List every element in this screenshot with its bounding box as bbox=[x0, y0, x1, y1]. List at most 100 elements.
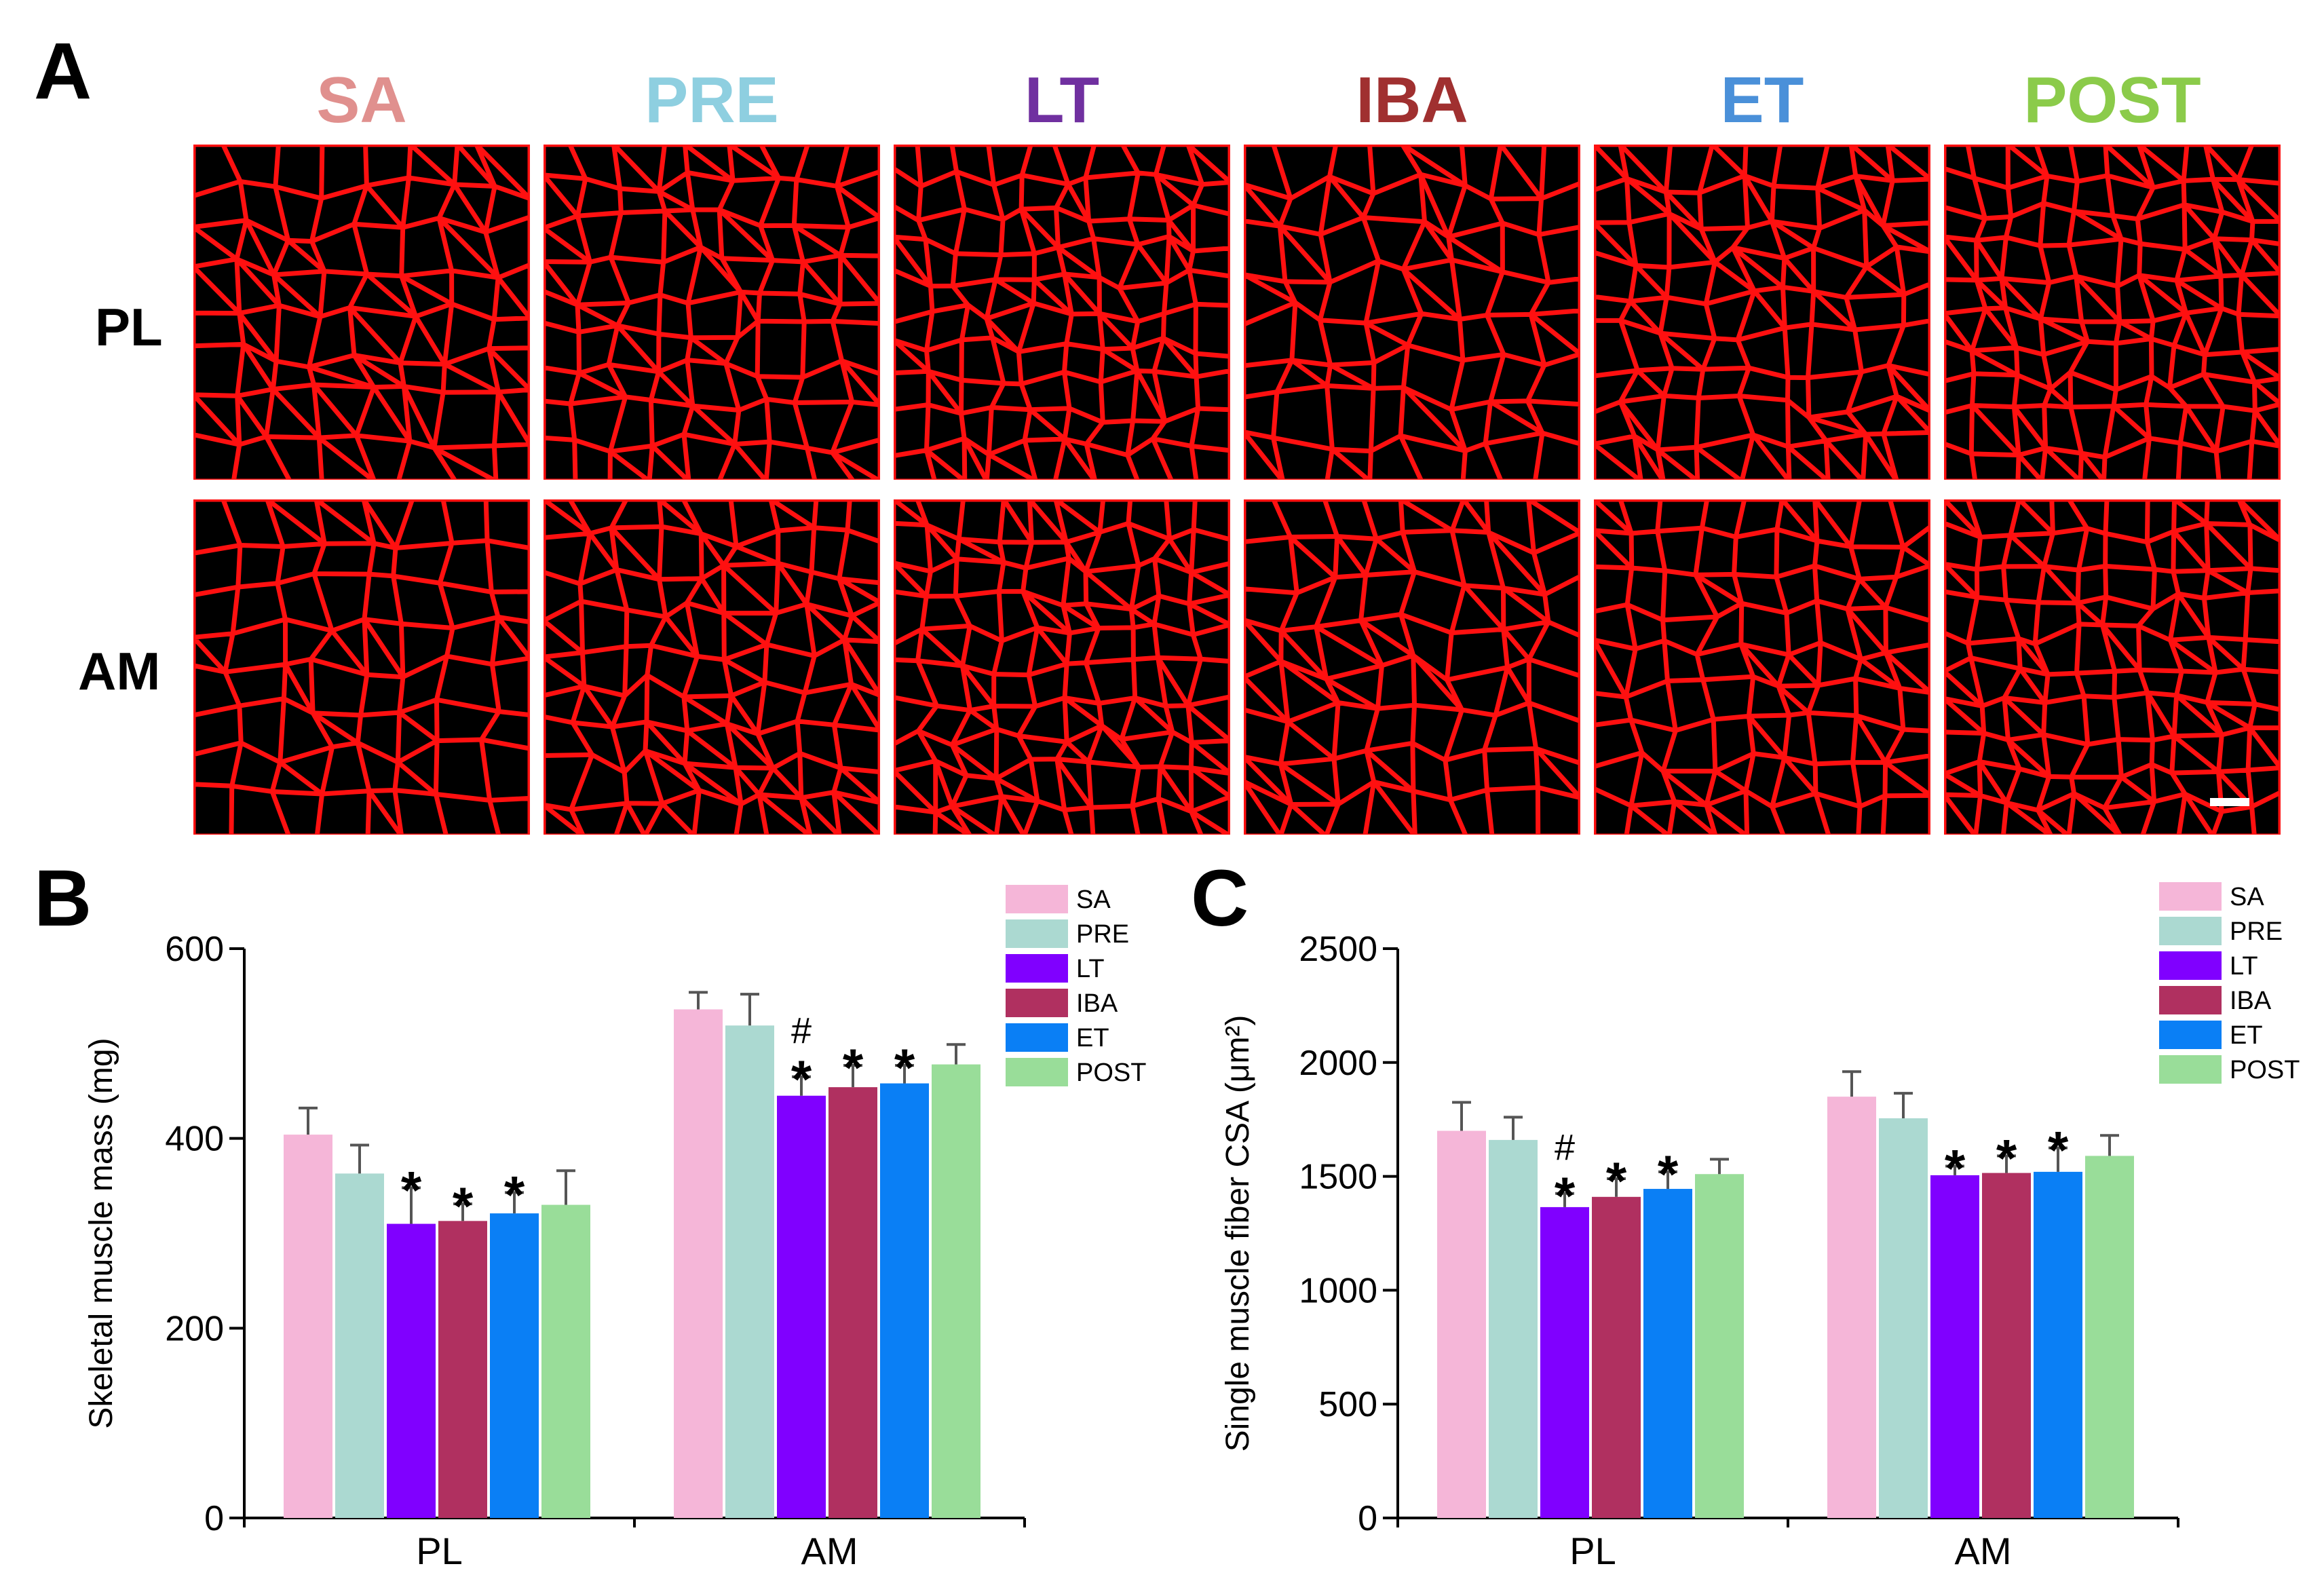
bar-pl-et bbox=[490, 1213, 539, 1518]
cell-membrane-stain bbox=[1944, 145, 2281, 480]
chart-panel-c: 0 500 1000 1500 2000 2500 Single muscle fiber … bbox=[1220, 882, 2300, 1572]
micrograph-cells bbox=[544, 499, 880, 835]
legend-label-pre: PRE bbox=[2230, 917, 2283, 946]
y-tick-label: 1000 bbox=[1299, 1271, 1377, 1310]
x-category-label: AM bbox=[801, 1530, 858, 1572]
row-label-am: AM bbox=[78, 641, 161, 701]
micrograph-am-post bbox=[1944, 499, 2281, 835]
bar-pl-et bbox=[1643, 1189, 1692, 1518]
group-label-iba: IBA bbox=[1356, 64, 1468, 136]
row-label-pl: PL bbox=[95, 297, 163, 357]
cell-membrane-stain bbox=[1594, 145, 1930, 480]
micrograph-am-lt bbox=[894, 499, 1230, 835]
legend-label-lt: LT bbox=[1076, 955, 1105, 983]
x-category-label: PL bbox=[1569, 1530, 1616, 1572]
y-tick-label: 200 bbox=[165, 1309, 224, 1348]
cell-membrane-stain bbox=[894, 499, 1230, 835]
group-label-sa: SA bbox=[316, 64, 407, 136]
cell-membrane-stain bbox=[1594, 499, 1930, 835]
legend-label-post: POST bbox=[1076, 1059, 1146, 1087]
significance-marker: * bbox=[453, 1176, 474, 1236]
micrograph-am-iba bbox=[1244, 499, 1580, 835]
y-axis-label: Skeletal muscle mass (mg) bbox=[83, 1038, 119, 1428]
group-label-et: ET bbox=[1720, 64, 1804, 136]
micrograph-am-pre bbox=[544, 499, 880, 835]
panel-b-letter: B bbox=[34, 854, 92, 943]
legend-swatch-iba bbox=[2159, 986, 2222, 1014]
micrograph-pl-lt bbox=[894, 145, 1230, 480]
legend-swatch-post bbox=[2159, 1055, 2222, 1084]
bar-am-lt bbox=[1930, 1175, 1979, 1518]
cell-membrane-stain bbox=[544, 145, 880, 480]
y-tick-label: 1500 bbox=[1299, 1158, 1377, 1197]
significance-marker: * bbox=[843, 1038, 864, 1097]
cell-membrane-stain bbox=[193, 499, 530, 835]
legend-label-sa: SA bbox=[2230, 883, 2264, 911]
legend-label-pre: PRE bbox=[1076, 920, 1129, 949]
bar-pl-pre bbox=[335, 1173, 384, 1518]
y-tick-label: 0 bbox=[204, 1499, 224, 1538]
bar-am-et bbox=[880, 1083, 929, 1518]
legend-label-iba: IBA bbox=[1076, 989, 1118, 1018]
bar-am-pre bbox=[725, 1025, 774, 1518]
significance-marker: # bbox=[1555, 1127, 1575, 1168]
bar-am-post bbox=[2085, 1156, 2134, 1518]
y-tick-label: 2000 bbox=[1299, 1044, 1377, 1083]
micrograph-cells bbox=[1944, 145, 2281, 480]
micrograph-cells bbox=[1244, 145, 1580, 480]
group-label-lt: LT bbox=[1024, 64, 1100, 136]
micrograph-cells bbox=[894, 145, 1230, 480]
micrograph-cells bbox=[193, 145, 530, 480]
legend-label-et: ET bbox=[1076, 1024, 1109, 1052]
significance-marker: * bbox=[1996, 1128, 2017, 1188]
legend-label-post: POST bbox=[2230, 1056, 2300, 1084]
legend-swatch-pre bbox=[1006, 919, 1068, 948]
significance-marker: * bbox=[1945, 1138, 1966, 1198]
panel-c-letter: C bbox=[1191, 854, 1249, 943]
panel-a-letter: A bbox=[34, 26, 92, 116]
legend-swatch-et bbox=[1006, 1023, 1068, 1052]
y-tick-label: 0 bbox=[1358, 1499, 1377, 1538]
y-tick-label: 400 bbox=[165, 1120, 224, 1159]
legend-label-sa: SA bbox=[1076, 886, 1111, 914]
micrograph-cells bbox=[1944, 499, 2281, 835]
cell-membrane-stain bbox=[1244, 145, 1580, 480]
bar-pl-lt bbox=[387, 1223, 436, 1518]
significance-marker: * bbox=[1555, 1166, 1576, 1226]
bar-am-sa bbox=[674, 1009, 723, 1518]
legend-label-iba: IBA bbox=[2230, 987, 2272, 1015]
significance-marker: * bbox=[2048, 1120, 2069, 1180]
bar-am-iba bbox=[1982, 1173, 2031, 1518]
bar-am-iba bbox=[828, 1087, 877, 1518]
bar-pl-iba bbox=[1592, 1196, 1641, 1518]
significance-marker: * bbox=[894, 1038, 915, 1097]
micrograph-cells bbox=[544, 145, 880, 480]
legend-swatch-iba bbox=[1006, 989, 1068, 1017]
y-tick-label: 2500 bbox=[1299, 930, 1377, 969]
micrograph-pl-pre bbox=[544, 145, 880, 480]
bar-pl-pre bbox=[1489, 1139, 1538, 1518]
micrograph-am-sa bbox=[193, 499, 530, 835]
micrograph-pl-iba bbox=[1244, 145, 1580, 480]
bar-am-lt bbox=[777, 1095, 826, 1518]
legend-swatch-sa bbox=[2159, 882, 2222, 911]
significance-marker: * bbox=[791, 1049, 812, 1109]
bar-pl-lt bbox=[1540, 1206, 1589, 1518]
significance-marker: * bbox=[1658, 1144, 1679, 1204]
group-label-pre: PRE bbox=[645, 64, 779, 136]
y-axis-label: Single muscle fiber CSA (μm²) bbox=[1220, 1015, 1256, 1452]
bar-am-et bbox=[2034, 1171, 2082, 1518]
legend-swatch-lt bbox=[2159, 951, 2222, 980]
legend-label-et: ET bbox=[2230, 1021, 2263, 1050]
bar-pl-sa bbox=[1437, 1130, 1486, 1518]
cell-membrane-stain bbox=[1944, 499, 2281, 835]
micrograph-am-et bbox=[1594, 499, 1930, 835]
x-category-label: AM bbox=[1955, 1530, 2012, 1572]
micrograph-pl-post bbox=[1944, 145, 2281, 480]
legend-swatch-et bbox=[2159, 1021, 2222, 1049]
legend-swatch-lt bbox=[1006, 954, 1068, 983]
group-label-post: POST bbox=[2023, 64, 2201, 136]
legend-swatch-pre bbox=[2159, 917, 2222, 945]
legend-swatch-sa bbox=[1006, 885, 1068, 913]
cell-membrane-stain bbox=[544, 499, 880, 835]
